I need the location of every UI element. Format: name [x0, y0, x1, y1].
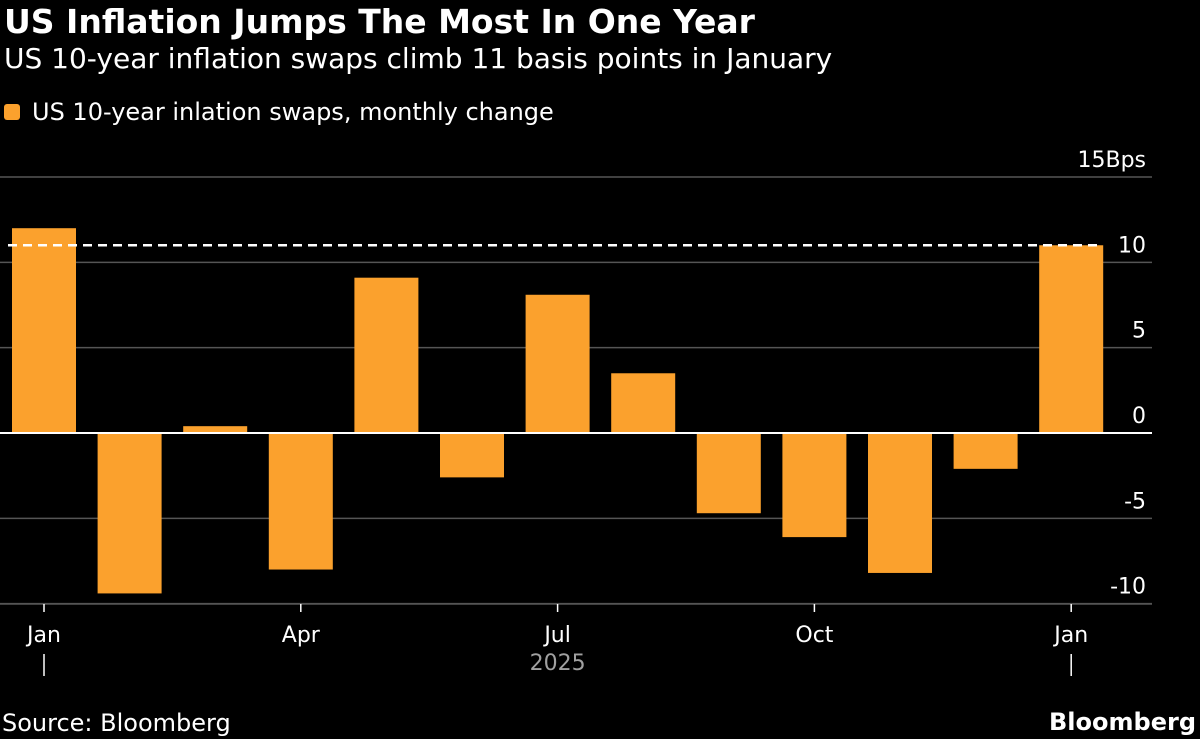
bar [183, 426, 248, 433]
bar [268, 433, 333, 570]
bar [440, 433, 504, 478]
bar [1039, 245, 1104, 433]
bar [12, 228, 76, 433]
y-tick-label: 10 [1118, 233, 1146, 258]
x-tick-label: Oct [795, 623, 833, 648]
x-tick-label: Jul [542, 623, 571, 648]
legend-label: US 10-year inlation swaps, monthly chang… [32, 98, 554, 126]
bar [97, 433, 162, 594]
y-tick-label: 15Bps [1077, 148, 1146, 173]
y-tick-label: 5 [1132, 319, 1146, 344]
year-label: 2025 [530, 651, 586, 676]
bar [782, 433, 847, 538]
bar [696, 433, 761, 514]
bar [525, 294, 590, 433]
x-tick-label: Jan [1052, 623, 1088, 648]
y-tick-label: -5 [1124, 489, 1146, 514]
bar [354, 277, 419, 433]
source-note: Source: Bloomberg [2, 709, 231, 737]
chart-title: US Inflation Jumps The Most In One Year [4, 2, 755, 41]
bar [868, 433, 932, 573]
brand-logo: Bloomberg [1049, 708, 1196, 736]
legend-swatch [4, 104, 20, 120]
bar [611, 373, 676, 433]
x-tick-label: Apr [282, 623, 321, 648]
chart-subtitle: US 10-year inflation swaps climb 11 basi… [4, 42, 833, 75]
y-tick-label: 0 [1132, 404, 1146, 429]
x-tick-label: Jan [25, 623, 61, 648]
bar [953, 433, 1018, 469]
y-tick-label: -10 [1110, 575, 1146, 600]
legend: US 10-year inlation swaps, monthly chang… [4, 98, 554, 126]
